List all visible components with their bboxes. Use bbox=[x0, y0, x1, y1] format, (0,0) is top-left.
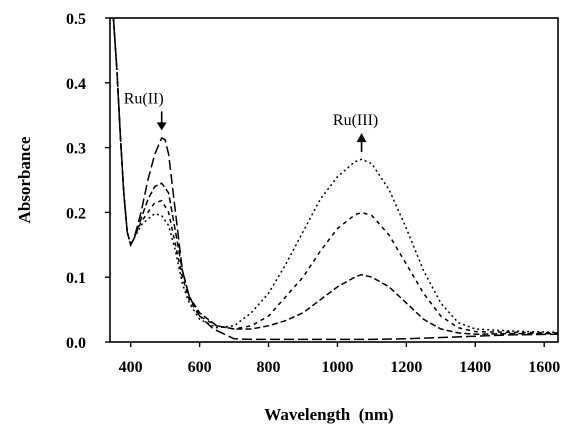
x-tick-label: 1400 bbox=[459, 359, 491, 376]
y-tick-label: 0.0 bbox=[66, 335, 86, 352]
series-line-3 bbox=[112, 17, 559, 334]
x-axis-title: Wavelength (nm) bbox=[264, 405, 393, 424]
series-lines bbox=[112, 17, 559, 341]
x-tick-label: 400 bbox=[119, 359, 143, 376]
series-line-4 bbox=[112, 17, 559, 334]
y-tick-label: 0.5 bbox=[66, 11, 86, 28]
y-tick-label: 0.2 bbox=[66, 205, 86, 222]
arrow-up-icon bbox=[356, 133, 367, 143]
arrow-down-icon bbox=[156, 122, 167, 131]
annotation-label: Ru(III) bbox=[333, 112, 378, 129]
tick-marks bbox=[105, 17, 545, 347]
x-tick-label: 1200 bbox=[390, 359, 422, 376]
plot-frame bbox=[109, 17, 559, 343]
annotations: Ru(II) Ru(III) bbox=[124, 90, 378, 153]
x-tick-label: 1000 bbox=[321, 359, 353, 376]
y-tick-label: 0.4 bbox=[66, 76, 86, 93]
series-line-2 bbox=[112, 17, 558, 335]
tick-labels: 400 600 800 1000 1200 1400 1600 0.0 0.1 0.2 0.3 0.4… bbox=[66, 11, 560, 376]
x-tick-label: 600 bbox=[188, 359, 212, 376]
annotation-label: Ru(II) bbox=[124, 90, 164, 107]
y-tick-label: 0.3 bbox=[66, 141, 86, 158]
series-line-1 bbox=[112, 17, 559, 341]
y-axis-title: Absorbance bbox=[15, 136, 34, 223]
x-tick-label: 1600 bbox=[528, 359, 560, 376]
y-tick-label: 0.1 bbox=[66, 270, 86, 287]
x-tick-label: 800 bbox=[257, 359, 281, 376]
